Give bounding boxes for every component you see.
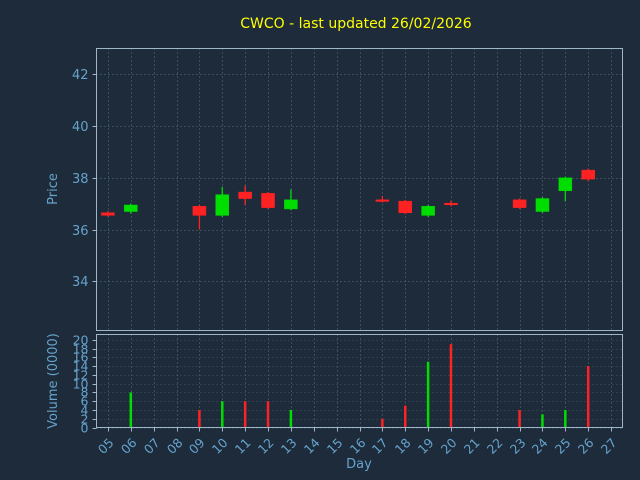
candle-body — [535, 198, 550, 212]
x-tick-label: 19 — [415, 435, 437, 457]
candle-body — [284, 199, 298, 210]
x-tick-label: 21 — [461, 435, 483, 457]
x-tick-label: 16 — [347, 435, 369, 457]
candle-body — [101, 212, 115, 216]
x-tick-label: 13 — [278, 435, 300, 457]
candle-body — [581, 169, 595, 180]
x-tick-label: 22 — [484, 435, 506, 457]
x-tick-label: 23 — [507, 435, 529, 457]
candle-body — [192, 206, 207, 216]
x-tick-label: 18 — [392, 435, 414, 457]
x-tick-label: 24 — [529, 435, 551, 457]
price-tick-label: 38 — [72, 172, 89, 187]
data-layer — [101, 168, 595, 428]
volume-tick-label: 6 — [81, 394, 89, 409]
volume-tick-label: 4 — [81, 403, 89, 418]
grid-layer — [96, 48, 623, 429]
x-tick-label: 20 — [438, 435, 460, 457]
price-axis-label: Price — [46, 173, 61, 205]
x-tick-label: 14 — [301, 435, 323, 457]
candle-body — [215, 194, 230, 216]
volume-tick-label: 18 — [73, 342, 89, 357]
price-tick-label: 36 — [72, 224, 89, 239]
price-tick-label: 42 — [72, 68, 89, 83]
x-tick-label: 07 — [141, 435, 163, 457]
price-tick-label: 40 — [72, 120, 89, 135]
volume-tick-label: 0 — [81, 421, 89, 436]
candle-body — [421, 206, 435, 216]
candle-body — [261, 193, 275, 208]
chart-title: CWCO - last updated 26/02/2026 — [240, 16, 472, 32]
volume-tick-label: 10 — [73, 377, 89, 392]
candle-body — [444, 202, 458, 206]
volume-tick-label: 16 — [73, 350, 89, 365]
x-tick-label: 05 — [95, 435, 117, 457]
volume-tick-label: 14 — [73, 359, 89, 374]
x-tick-label: 17 — [369, 435, 391, 457]
x-tick-label: 06 — [118, 435, 140, 457]
x-axis-label: Day — [346, 457, 372, 472]
volume-tick-label: 12 — [73, 368, 89, 383]
candle-body — [558, 177, 573, 192]
x-tick-label: 08 — [164, 435, 186, 457]
x-tick-label: 27 — [598, 435, 620, 457]
candle-body — [512, 199, 527, 208]
x-tick-label: 10 — [209, 435, 231, 457]
volume-tick-label: 2 — [81, 412, 89, 427]
price-panel-border — [96, 48, 623, 331]
volume-tick-label: 20 — [73, 333, 89, 348]
volume-axis-label: Volume (0000) — [46, 333, 61, 429]
x-tick-label: 25 — [552, 435, 574, 457]
volume-panel-border — [96, 334, 623, 428]
price-tick-label: 34 — [72, 275, 89, 290]
x-tick-label: 26 — [575, 435, 597, 457]
candle-body — [238, 191, 252, 199]
x-tick-label: 12 — [255, 435, 277, 457]
volume-tick-label: 8 — [81, 385, 89, 400]
x-tick-label: 11 — [232, 435, 254, 457]
candle-body — [398, 200, 412, 214]
x-tick-label: 09 — [186, 435, 208, 457]
candle-body — [124, 204, 138, 212]
x-tick-label: 15 — [324, 435, 346, 457]
candle-body — [375, 199, 390, 202]
